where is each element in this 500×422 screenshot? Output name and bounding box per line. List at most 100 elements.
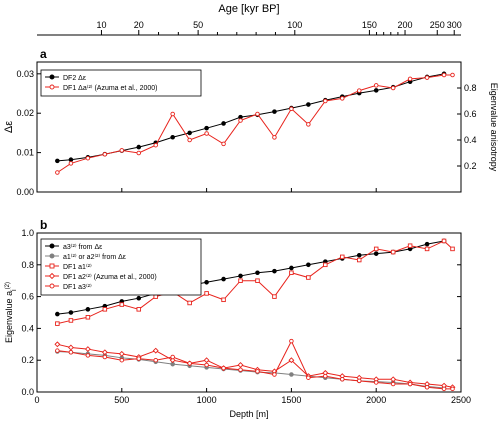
data-point <box>289 106 294 112</box>
panel-b-x-tick-label: 1000 <box>197 395 217 405</box>
data-point <box>356 378 362 384</box>
data-point <box>68 157 74 162</box>
data-point <box>424 241 430 247</box>
panel-b-y-tick-label: 0.0 <box>21 387 34 397</box>
data-point <box>55 158 60 164</box>
data-point <box>306 102 311 107</box>
panel-b-x-tick-label: 2500 <box>451 395 471 405</box>
data-point <box>238 273 243 279</box>
data-point <box>407 381 413 387</box>
data-point <box>373 83 379 88</box>
data-point <box>153 357 158 363</box>
data-point <box>441 238 447 244</box>
data-point <box>55 311 60 317</box>
data-point <box>170 134 175 140</box>
panel-b-y-tick-label: 0.6 <box>21 292 34 302</box>
data-point <box>450 246 455 252</box>
legend-marker <box>49 74 55 80</box>
data-point <box>84 346 91 353</box>
data-point <box>356 252 362 258</box>
panel-b-label: b <box>40 218 47 232</box>
panel-b-y-tick-label: 0.4 <box>21 323 34 333</box>
legend-marker <box>49 84 55 90</box>
legend-box <box>40 69 202 97</box>
panel-b-x-tick-label: 1500 <box>281 395 301 405</box>
panel-a-y-tick-label: 0.02 <box>16 108 34 118</box>
panel-a-right-tick-label: 0.8 <box>464 83 477 93</box>
panel-a-label: a <box>40 47 47 61</box>
data-point <box>153 142 158 148</box>
top-axis-tick-label: 100 <box>287 20 302 30</box>
data-point <box>238 367 243 372</box>
top-axis-tick-label: 50 <box>193 20 203 30</box>
data-point <box>221 365 226 371</box>
data-point <box>55 321 60 326</box>
data-point <box>119 148 125 153</box>
panel-b-y-axis-label: Eigenvalue ai(2) <box>4 282 18 343</box>
legend-marker <box>49 253 55 259</box>
data-point <box>118 350 125 357</box>
legend-label: DF1 Δa⁽²⁾ (Azuma et al., 2000) <box>63 84 157 92</box>
panel-a: a Δε Eigenvalue anisotropy 0.000.010.020… <box>3 47 499 197</box>
data-point <box>450 72 455 78</box>
legend-marker <box>49 283 55 289</box>
legend-marker <box>48 272 56 280</box>
data-point <box>272 109 277 114</box>
data-point <box>67 344 74 351</box>
data-point <box>306 262 311 268</box>
data-point <box>170 354 175 360</box>
data-point <box>289 372 294 377</box>
top-axis-tick-label: 20 <box>134 20 144 30</box>
top-age-axis: Age [kyr BP] 10 20 50 100 150 200 250 300 <box>37 3 462 36</box>
series-line <box>57 240 445 315</box>
legend-label: a3⁽²⁾ from Δε <box>63 243 102 251</box>
data-point <box>255 278 260 283</box>
panel-b-x-axis-label: Depth [m] <box>229 409 268 419</box>
data-point <box>255 270 260 276</box>
data-point <box>306 122 311 127</box>
data-point <box>119 302 125 307</box>
data-point <box>136 307 142 312</box>
top-axis-tick-label: 300 <box>447 20 462 30</box>
data-point <box>68 161 74 166</box>
series-line <box>57 350 445 389</box>
data-point <box>390 376 397 383</box>
panel-b-y-tick-label: 0.8 <box>21 260 34 270</box>
data-point <box>102 152 108 157</box>
data-point <box>187 130 192 136</box>
top-axis-tick-label: 150 <box>362 20 377 30</box>
panel-b-legend: a3⁽²⁾ from Δε a1⁽²⁾ or a2⁽²⁾ from Δε DF1 a… <box>40 238 202 296</box>
panel-b-y-axis-label-main: Eigenvalue a <box>4 291 14 343</box>
data-point <box>390 249 396 255</box>
top-axis-ticks: 10 20 50 100 150 200 250 300 <box>96 20 462 35</box>
data-point <box>356 88 362 93</box>
legend-label: a1⁽²⁾ or a2⁽²⁾ from Δε <box>63 253 126 261</box>
panel-a-ticks: 0.00 0.01 0.02 0.03 0.2 0.4 0.6 0.8 <box>16 69 476 197</box>
data-point <box>119 357 125 363</box>
data-point <box>441 386 447 392</box>
data-point <box>85 353 91 358</box>
series-4 <box>55 338 455 392</box>
panel-a-y-tick-label: 0.00 <box>16 187 34 197</box>
panel-a-series <box>55 71 455 175</box>
panel-b-series <box>54 238 456 392</box>
top-axis-tick-label: 200 <box>398 20 413 30</box>
panel-b-frame <box>36 232 462 393</box>
top-axis-tick-label: 250 <box>430 20 445 30</box>
data-point <box>424 246 430 252</box>
data-point <box>55 348 60 353</box>
data-point <box>373 251 379 256</box>
data-point <box>221 121 226 126</box>
data-point <box>204 279 209 285</box>
panel-b-x-tick-label: 2000 <box>366 395 386 405</box>
data-point <box>170 111 175 117</box>
panel-a-legend: DF2 Δε DF1 Δa⁽²⁾ (Azuma et al., 2000) <box>40 69 202 97</box>
panel-a-frame <box>36 61 462 193</box>
panel-b-y-tick-label: 0.2 <box>21 355 34 365</box>
data-point <box>373 246 379 252</box>
data-point <box>390 381 396 387</box>
data-point <box>101 349 108 356</box>
data-point <box>204 291 209 296</box>
data-point <box>136 150 142 156</box>
